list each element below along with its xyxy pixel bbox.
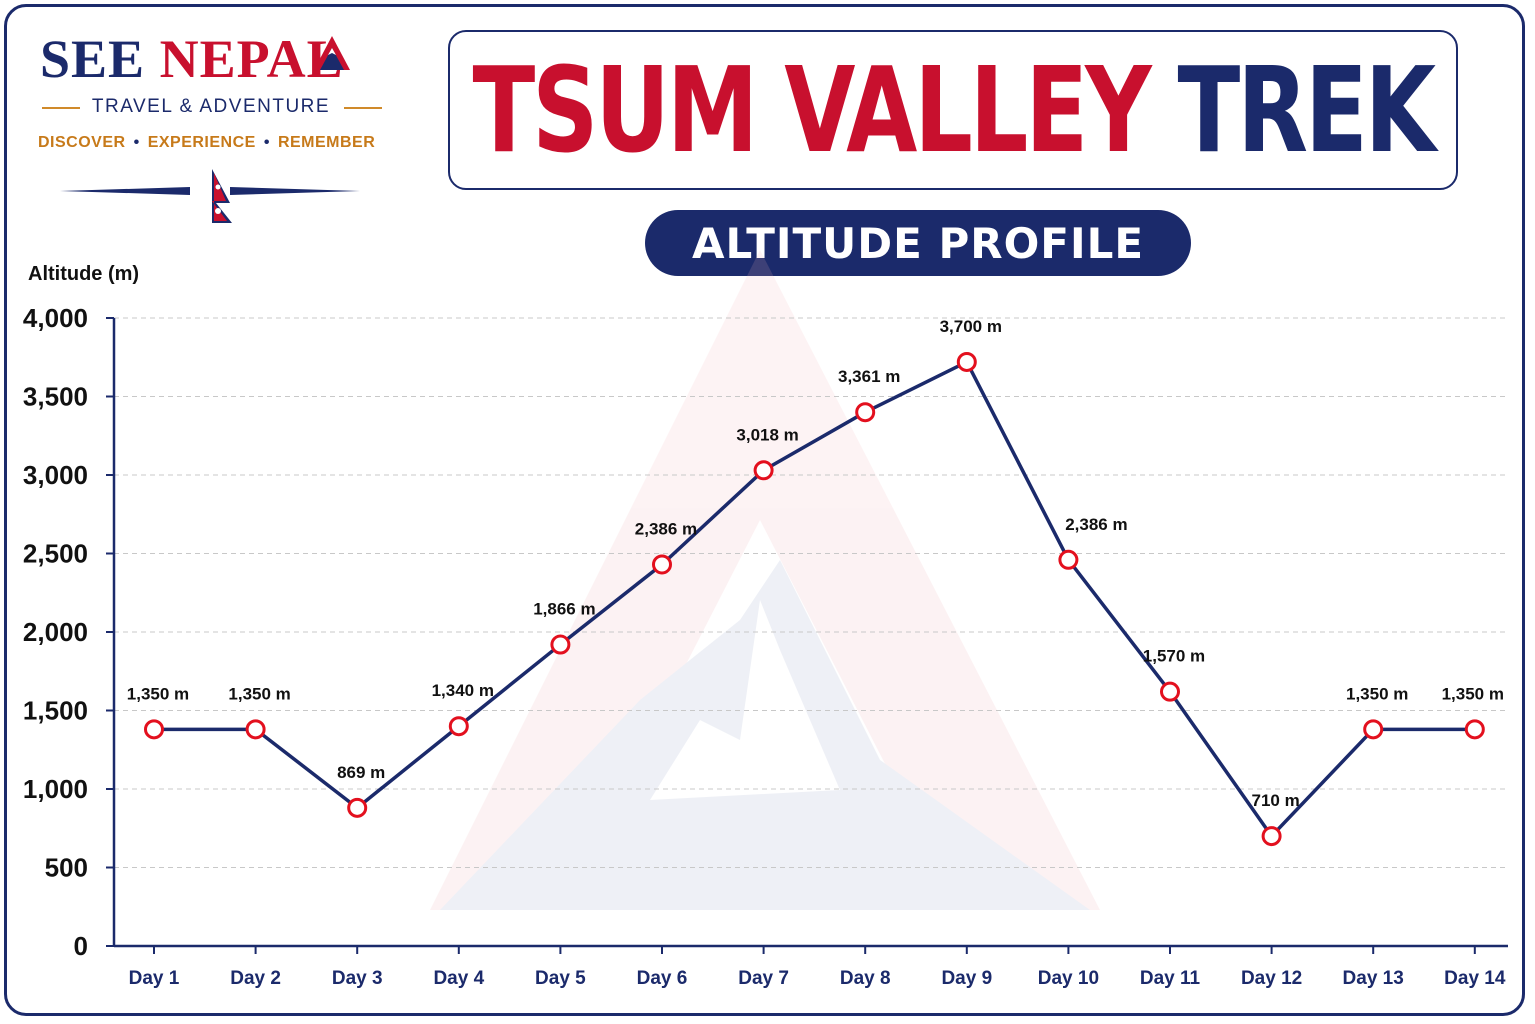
x-tick-label: Day 11 — [1140, 968, 1201, 989]
brand-name-part1: SEE — [40, 29, 146, 89]
y-tick-label: 1,000 — [23, 774, 88, 804]
altitude-line — [154, 360, 1475, 838]
tagline-row: TRAVEL & ADVENTURE — [36, 96, 386, 120]
data-point — [245, 719, 266, 740]
data-point — [1363, 719, 1384, 740]
data-label: 1,340 m — [432, 681, 494, 700]
data-point — [1261, 826, 1282, 847]
data-point — [956, 351, 977, 372]
data-labels: 1,350 m 1,350 m 869 m 1,340 m 1,866 m 2,386 m… — [127, 317, 1504, 810]
data-point — [144, 719, 164, 740]
y-tick-label: 1,500 — [23, 696, 88, 726]
data-label: 1,350 m — [127, 684, 189, 703]
x-tick-label: Day 9 — [941, 968, 992, 989]
nepal-flag-icon — [212, 169, 232, 223]
x-tick-label: Day 3 — [332, 968, 383, 989]
data-label: 3,018 m — [736, 425, 798, 444]
x-tick-label: Day 12 — [1241, 968, 1302, 989]
y-tick-label: 0 — [74, 931, 88, 961]
y-tick-label: 4,000 — [23, 303, 88, 333]
chart-axes — [112, 318, 1508, 948]
divider-left — [60, 187, 190, 195]
page-title: TSUM VALLEY TREK — [473, 51, 1437, 169]
data-point — [753, 460, 774, 481]
brand-name-part2: NEPAL — [159, 29, 344, 89]
x-axis-ticks: Day 1 Day 2 Day 3 Day 4 Day 5 Day 6 Day 7 Day 8… — [129, 946, 1506, 989]
x-tick-label: Day 10 — [1038, 968, 1099, 989]
tagline-divider-left — [42, 107, 80, 109]
brand-tagline: TRAVEL & ADVENTURE — [91, 96, 331, 117]
motto-word-2: EXPERIENCE — [147, 134, 256, 151]
data-label: 3,361 m — [838, 367, 900, 386]
title-part2: TREK — [1177, 41, 1437, 179]
y-tick-label: 500 — [45, 853, 88, 883]
motto-dot-1: • — [133, 134, 140, 151]
mountain-peak-icon — [314, 36, 350, 70]
brand-name: SEE NEPAL — [40, 28, 344, 90]
altitude-series — [144, 351, 1485, 847]
x-tick-label: Day 5 — [535, 968, 586, 989]
title-part1: TSUM VALLEY — [472, 41, 1152, 179]
x-tick-label: Day 1 — [129, 968, 180, 989]
data-point — [448, 716, 469, 737]
x-tick-label: Day 6 — [637, 968, 688, 989]
tagline-divider-right — [344, 107, 382, 109]
subtitle-pill: ALTITUDE PROFILE — [645, 210, 1191, 276]
data-label: 1,350 m — [1346, 684, 1408, 703]
data-label: 2,386 m — [1065, 515, 1127, 534]
title-box: TSUM VALLEY TREK — [448, 30, 1458, 190]
see-nepal-logo: SEE NEPAL TRAVEL & ADVENTURE DISCOVER • EX… — [30, 22, 390, 232]
motto-word-1: DISCOVER — [38, 134, 126, 151]
data-label: 1,350 m — [228, 684, 290, 703]
data-label: 869 m — [337, 763, 385, 782]
y-tick-label: 3,500 — [23, 382, 88, 412]
motto-dot-2: • — [263, 134, 270, 151]
mountain-watermark — [430, 250, 1100, 910]
data-point — [550, 634, 571, 655]
data-label: 2,386 m — [635, 519, 697, 538]
y-tick-label: 3,000 — [23, 460, 88, 490]
data-label: 3,700 m — [940, 317, 1002, 336]
data-label: 1,866 m — [533, 600, 595, 619]
data-point — [347, 797, 368, 818]
divider-right — [230, 187, 360, 195]
x-tick-label: Day 7 — [738, 968, 789, 989]
x-tick-label: Day 4 — [433, 968, 484, 989]
data-point — [1464, 719, 1485, 740]
data-label: 710 m — [1251, 791, 1299, 810]
page-frame — [4, 4, 1525, 1016]
x-tick-label: Day 14 — [1444, 968, 1506, 989]
motto-word-3: REMEMBER — [277, 134, 376, 151]
x-tick-label: Day 13 — [1343, 968, 1404, 989]
data-point — [1058, 549, 1079, 570]
x-tick-label: Day 8 — [840, 968, 891, 989]
grid-lines — [114, 317, 1508, 868]
x-tick-label: Day 2 — [230, 968, 281, 989]
data-point — [855, 402, 876, 423]
brand-motto: DISCOVER • EXPERIENCE • REMEMBER — [38, 134, 388, 152]
data-label: 1,570 m — [1143, 647, 1205, 666]
data-point — [652, 554, 672, 575]
y-axis-ticks: 0 500 1,000 1,500 2,000 2,500 3,000 3,500 4,000 — [23, 303, 114, 961]
nepal-flag-divider — [60, 169, 360, 223]
data-label: 1,350 m — [1442, 684, 1504, 703]
y-axis-label: Altitude (m) — [28, 263, 139, 285]
data-point — [1160, 681, 1180, 702]
y-tick-label: 2,500 — [23, 539, 88, 569]
y-tick-label: 2,000 — [23, 617, 88, 647]
